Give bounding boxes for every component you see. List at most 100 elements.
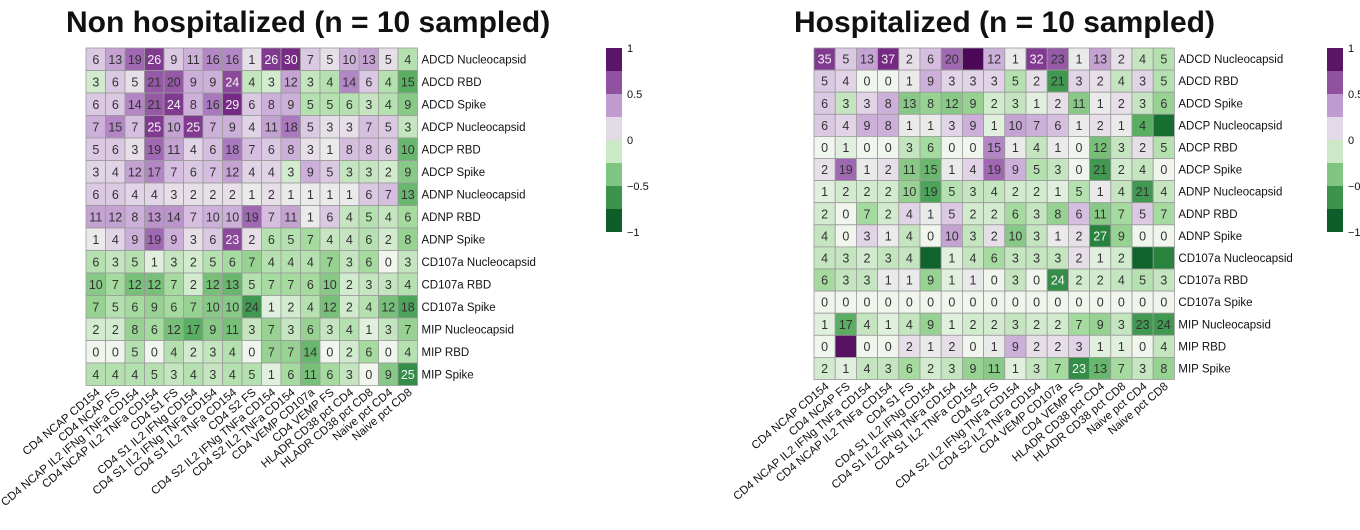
cell-label: 20 bbox=[945, 53, 959, 67]
cell-label: 9 bbox=[151, 300, 158, 314]
cell-label: 5 bbox=[1139, 274, 1146, 288]
cell-label: 9 bbox=[1012, 340, 1019, 354]
cell-label: 2 bbox=[1118, 251, 1125, 265]
cell-label: 3 bbox=[307, 75, 314, 89]
cell-label: 3 bbox=[1118, 318, 1125, 332]
cell-label: 4 bbox=[1118, 185, 1125, 199]
cell-label: 4 bbox=[1139, 119, 1146, 133]
cell-label: 2 bbox=[821, 163, 828, 177]
cell-label: 7 bbox=[190, 300, 197, 314]
cell-label: 0 bbox=[1160, 296, 1167, 310]
cell-label: 2 bbox=[190, 345, 197, 359]
cell-label: 12 bbox=[1093, 141, 1107, 155]
cell-label: 1 bbox=[1097, 185, 1104, 199]
cell-label: 3 bbox=[92, 75, 99, 89]
cell-label: 3 bbox=[1076, 340, 1083, 354]
cell-label: 11 bbox=[89, 210, 102, 224]
cell-label: 0 bbox=[1076, 296, 1083, 310]
cell-label: 17 bbox=[186, 323, 200, 337]
colorbar-segment bbox=[606, 186, 622, 209]
cell-label: 2 bbox=[1076, 274, 1083, 288]
cell-label: 0 bbox=[842, 207, 849, 221]
cell-label: 10 bbox=[945, 229, 959, 243]
cell-label: 19 bbox=[924, 185, 938, 199]
cell-label: 0 bbox=[821, 296, 828, 310]
cell-label: 10 bbox=[206, 300, 220, 314]
cell-label: 6 bbox=[365, 188, 372, 202]
cell-label: 3 bbox=[1139, 362, 1146, 376]
cell-label: 4 bbox=[385, 75, 392, 89]
cell-label: 1 bbox=[1033, 97, 1040, 111]
cell-label: 3 bbox=[404, 255, 411, 269]
cell-label: 10 bbox=[225, 210, 239, 224]
cell-label: 6 bbox=[112, 188, 119, 202]
row-label: ADNP Nucleocapsid bbox=[1178, 187, 1282, 199]
cell-label: 4 bbox=[190, 143, 197, 157]
cell-label: 3 bbox=[326, 120, 333, 134]
cell-label: 2 bbox=[1054, 318, 1061, 332]
cell-label: 3 bbox=[131, 143, 138, 157]
cell-label: 1 bbox=[346, 188, 353, 202]
cell-label: 1 bbox=[248, 53, 255, 67]
cell-label: 2 bbox=[1033, 185, 1040, 199]
cell-label: 1 bbox=[927, 340, 934, 354]
cell-label: 2 bbox=[842, 185, 849, 199]
cell-label: 13 bbox=[1093, 362, 1107, 376]
colorbar-tick-label: −1 bbox=[1348, 227, 1360, 239]
cell-label: 1 bbox=[948, 274, 955, 288]
cell-label: 2 bbox=[885, 185, 892, 199]
cell-label: 5 bbox=[131, 75, 138, 89]
cell-label: 1 bbox=[248, 188, 255, 202]
cell-label: 6 bbox=[1076, 207, 1083, 221]
cell-label: 0 bbox=[1097, 296, 1104, 310]
cell-label: 10 bbox=[89, 278, 103, 292]
cell-label: 3 bbox=[1012, 251, 1019, 265]
cell-label: 17 bbox=[839, 318, 853, 332]
cell-label: 6 bbox=[112, 143, 119, 157]
cell-label: 1 bbox=[307, 210, 314, 224]
cell-label: 7 bbox=[1118, 207, 1125, 221]
cell-label: 9 bbox=[927, 318, 934, 332]
cell-label: 3 bbox=[842, 251, 849, 265]
cell-label: 0 bbox=[1076, 141, 1083, 155]
cell-label: 3 bbox=[864, 274, 871, 288]
row-label: MIP RBD bbox=[422, 347, 470, 359]
cell-label: 0 bbox=[864, 75, 871, 89]
cell-label: 2 bbox=[1012, 185, 1019, 199]
cell-label: 0 bbox=[927, 296, 934, 310]
cell-label: 1 bbox=[927, 119, 934, 133]
cell-label: 3 bbox=[864, 97, 871, 111]
cell-label: 5 bbox=[112, 300, 119, 314]
cell-label: 3 bbox=[1033, 229, 1040, 243]
cell-label: 6 bbox=[821, 119, 828, 133]
cell-label: 21 bbox=[1093, 163, 1107, 177]
cell-label: 6 bbox=[365, 255, 372, 269]
cell-label: 10 bbox=[225, 300, 239, 314]
cell-label: 4 bbox=[151, 188, 158, 202]
cell-label: 2 bbox=[209, 188, 216, 202]
cell-label: 1 bbox=[948, 163, 955, 177]
cell-label: 3 bbox=[1033, 207, 1040, 221]
cell-label: 5 bbox=[821, 75, 828, 89]
row-label: CD107a Nucleocapsid bbox=[1178, 253, 1292, 265]
heatmap-cell bbox=[919, 246, 942, 270]
cell-label: 6 bbox=[1054, 119, 1061, 133]
cell-label: 1 bbox=[151, 255, 158, 269]
cell-label: 25 bbox=[147, 120, 161, 134]
cell-label: 2 bbox=[1033, 75, 1040, 89]
cell-label: 3 bbox=[948, 119, 955, 133]
cell-label: 12 bbox=[128, 278, 142, 292]
cell-label: 6 bbox=[365, 345, 372, 359]
cell-label: 5 bbox=[1033, 163, 1040, 177]
cell-label: 6 bbox=[365, 75, 372, 89]
cell-label: 6 bbox=[170, 300, 177, 314]
row-label: ADCD Nucleocapsid bbox=[1178, 54, 1283, 66]
row-label: MIP Nucleocapsid bbox=[1178, 319, 1270, 331]
cell-label: 1 bbox=[906, 274, 913, 288]
cell-label: 6 bbox=[1160, 97, 1167, 111]
cell-label: 0 bbox=[842, 229, 849, 243]
colorbar-segment bbox=[606, 48, 622, 71]
cell-label: 5 bbox=[948, 185, 955, 199]
cell-label: 2 bbox=[190, 188, 197, 202]
cell-label: 1 bbox=[970, 274, 977, 288]
